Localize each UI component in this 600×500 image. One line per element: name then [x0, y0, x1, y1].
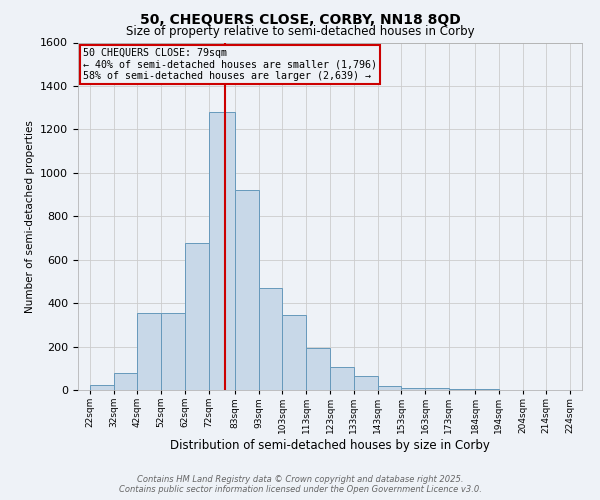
Bar	[377, 386, 401, 390]
Bar	[185, 244, 209, 390]
Bar	[306, 348, 330, 390]
Text: 50 CHEQUERS CLOSE: 79sqm
← 40% of semi-detached houses are smaller (1,796)
58% o: 50 CHEQUERS CLOSE: 79sqm ← 40% of semi-d…	[83, 48, 377, 81]
Text: 50, CHEQUERS CLOSE, CORBY, NN18 8QD: 50, CHEQUERS CLOSE, CORBY, NN18 8QD	[140, 12, 460, 26]
Bar	[209, 112, 235, 390]
Bar	[425, 388, 449, 390]
Bar	[401, 388, 425, 390]
Text: Contains HM Land Registry data © Crown copyright and database right 2025.
Contai: Contains HM Land Registry data © Crown c…	[119, 474, 481, 494]
Bar	[354, 376, 377, 390]
Bar	[137, 313, 161, 390]
X-axis label: Distribution of semi-detached houses by size in Corby: Distribution of semi-detached houses by …	[170, 439, 490, 452]
Bar	[235, 190, 259, 390]
Bar	[330, 367, 354, 390]
Bar	[161, 313, 185, 390]
Bar	[259, 288, 283, 390]
Y-axis label: Number of semi-detached properties: Number of semi-detached properties	[25, 120, 35, 312]
Text: Size of property relative to semi-detached houses in Corby: Size of property relative to semi-detach…	[125, 25, 475, 38]
Bar	[449, 389, 475, 390]
Bar	[90, 384, 113, 390]
Bar	[283, 315, 306, 390]
Bar	[113, 372, 137, 390]
